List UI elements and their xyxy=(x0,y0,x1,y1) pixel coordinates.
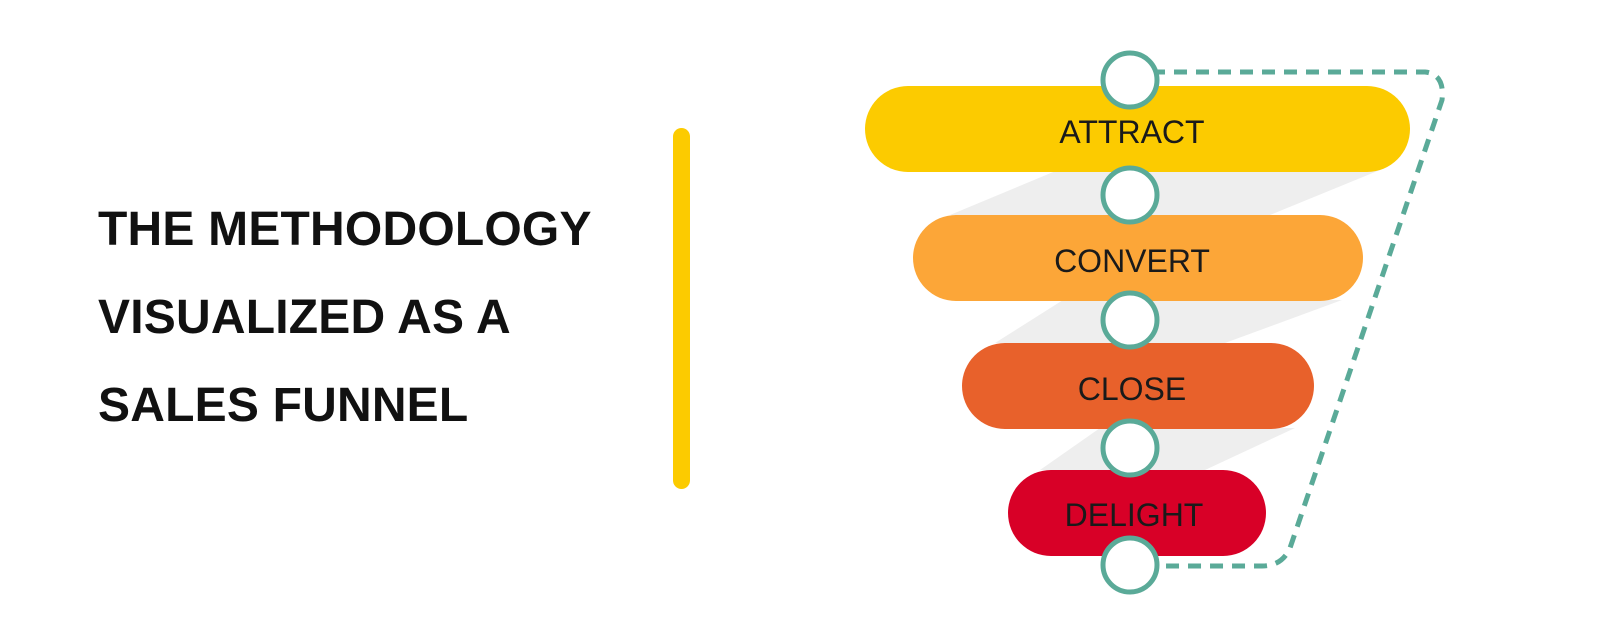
connector-node-1 xyxy=(1100,50,1160,110)
stage-pill-close xyxy=(962,343,1314,429)
stage-label-attract: ATTRACT xyxy=(1059,114,1204,150)
funnel-shadow-3 xyxy=(1040,428,1295,470)
connector-node-5 xyxy=(1100,535,1160,595)
stage-pill-convert xyxy=(913,215,1363,301)
connector-node-4 xyxy=(1100,418,1160,478)
headline-line-3: SALES FUNNEL xyxy=(98,379,469,432)
stage-label-convert: CONVERT xyxy=(1054,243,1210,279)
stage-pill-attract xyxy=(865,86,1410,172)
stage-label-close: CLOSE xyxy=(1078,371,1186,407)
funnel-stage-labels: ATTRACT CONVERT CLOSE DELIGHT xyxy=(1054,114,1210,533)
connector-node-3 xyxy=(1100,290,1160,350)
headline-line-1: THE METHODOLOGY xyxy=(98,203,592,256)
connector-nodes xyxy=(1100,50,1160,595)
stage-pill-delight xyxy=(1008,470,1266,556)
headline: THE METHODOLOGY VISUALIZED AS A SALES FU… xyxy=(98,186,658,450)
funnel-stages xyxy=(865,86,1410,556)
funnel-shadow-2 xyxy=(995,300,1342,343)
connector-node-2 xyxy=(1100,165,1160,225)
funnel-shadow-1 xyxy=(950,170,1380,215)
vertical-divider xyxy=(673,128,690,489)
stage-label-delight: DELIGHT xyxy=(1065,497,1204,533)
headline-line-2: VISUALIZED AS A xyxy=(98,291,511,344)
